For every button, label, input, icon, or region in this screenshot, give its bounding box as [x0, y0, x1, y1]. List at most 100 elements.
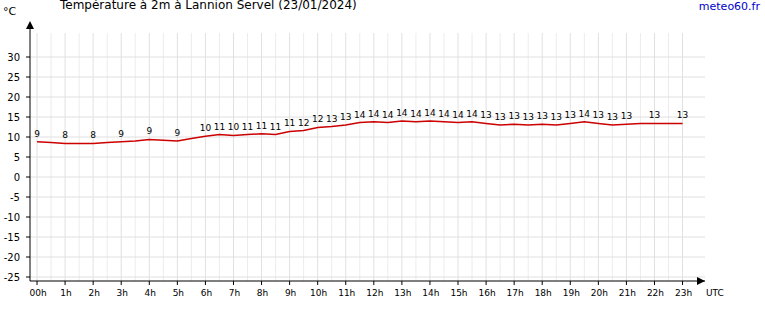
x-tick	[570, 281, 571, 285]
x-tick	[177, 281, 178, 285]
x-axis-label: UTC	[706, 288, 724, 298]
x-tick	[93, 281, 94, 285]
x-tick-label: 2h	[88, 288, 99, 298]
data-label: 13	[593, 110, 604, 120]
data-label: 11	[256, 121, 267, 131]
grid-line-y	[30, 137, 705, 138]
grid-line-y	[30, 177, 705, 178]
y-tick	[26, 197, 30, 198]
y-axis-arrow	[26, 21, 34, 29]
data-label: 11	[242, 122, 253, 132]
data-label: 13	[480, 110, 491, 120]
y-tick	[26, 117, 30, 118]
data-label: 8	[90, 130, 96, 140]
data-label: 13	[565, 110, 576, 120]
data-label: 11	[214, 122, 225, 132]
x-tick	[149, 281, 150, 285]
data-label: 13	[340, 112, 351, 122]
x-tick	[458, 281, 459, 285]
x-tick	[345, 281, 346, 285]
x-tick-label: 18h	[535, 288, 552, 298]
data-label: 14	[452, 110, 464, 120]
y-tick	[26, 237, 30, 238]
grid-line-y	[30, 77, 705, 78]
data-label: 13	[326, 114, 337, 124]
y-axis	[30, 25, 31, 281]
x-tick	[654, 281, 655, 285]
y-tick	[26, 77, 30, 78]
x-axis	[30, 281, 705, 282]
data-label: 14	[382, 110, 394, 120]
data-label: 12	[298, 118, 309, 128]
data-label: 14	[396, 108, 408, 118]
x-tick-label: 16h	[479, 288, 496, 298]
data-label: 14	[579, 109, 591, 119]
y-tick	[26, 257, 30, 258]
data-label: 8	[62, 130, 68, 140]
x-tick-label: 8h	[257, 288, 268, 298]
x-tick	[429, 281, 430, 285]
y-tick-label: 20	[7, 92, 20, 103]
y-tick	[26, 137, 30, 138]
axes: -25-20-15-10-505101520253000h1h2h3h4h5h6…	[4, 21, 705, 298]
data-label: 13	[621, 111, 632, 121]
data-label: 13	[508, 111, 519, 121]
x-tick	[289, 281, 290, 285]
data-label: 9	[174, 128, 180, 138]
y-tick	[26, 177, 30, 178]
x-tick	[682, 281, 683, 285]
temperature-line	[37, 121, 683, 143]
source: meteo60.fr	[699, 0, 761, 13]
y-tick-label: 5	[14, 152, 20, 163]
x-tick-label: 15h	[450, 288, 467, 298]
y-tick	[26, 97, 30, 98]
x-tick-label: 23h	[675, 288, 692, 298]
x-tick-label: 22h	[647, 288, 664, 298]
y-tick	[26, 157, 30, 158]
x-tick-label: 00h	[29, 288, 46, 298]
data-label: 9	[34, 129, 40, 139]
x-axis-arrow	[697, 277, 705, 285]
data-label: 10	[200, 123, 212, 133]
x-tick-label: 14h	[422, 288, 439, 298]
x-tick	[626, 281, 627, 285]
data-label: 10	[228, 122, 240, 132]
chart: -25-20-15-10-505101520253000h1h2h3h4h5h6…	[0, 0, 765, 320]
data-label: 14	[410, 109, 422, 119]
series	[37, 121, 683, 143]
x-tick	[598, 281, 599, 285]
y-tick	[26, 277, 30, 278]
x-tick	[401, 281, 402, 285]
grid-line-y	[30, 257, 705, 258]
y-tick-label: -20	[4, 252, 20, 263]
grid-line-y	[30, 277, 705, 278]
grid-line-y	[30, 197, 705, 198]
grid-line-y	[30, 157, 705, 158]
data-labels: 9889991011101111111112121313141414141414…	[34, 108, 688, 140]
data-label: 14	[368, 109, 380, 119]
x-tick-label: 21h	[619, 288, 636, 298]
data-label: 14	[438, 109, 450, 119]
x-tick-label: 9h	[285, 288, 296, 298]
x-tick-label: 3h	[116, 288, 127, 298]
x-tick	[233, 281, 234, 285]
grid	[30, 33, 705, 281]
data-label: 11	[270, 122, 281, 132]
x-tick	[317, 281, 318, 285]
y-tick-label: 25	[7, 72, 20, 83]
data-label: 13	[551, 112, 562, 122]
title: Température à 2m à Lannion Servel (23/01…	[59, 0, 357, 12]
x-tick-label: 20h	[591, 288, 608, 298]
y-tick-label: 15	[7, 112, 20, 123]
x-tick-label: 17h	[507, 288, 524, 298]
x-tick-label: 11h	[338, 288, 355, 298]
y-tick-label: -25	[4, 272, 20, 283]
x-tick	[486, 281, 487, 285]
data-label: 12	[312, 114, 323, 124]
x-tick-label: 1h	[60, 288, 71, 298]
x-tick	[542, 281, 543, 285]
grid-line-y	[30, 217, 705, 218]
data-label: 13	[677, 110, 688, 120]
x-tick	[261, 281, 262, 285]
data-label: 13	[649, 110, 660, 120]
